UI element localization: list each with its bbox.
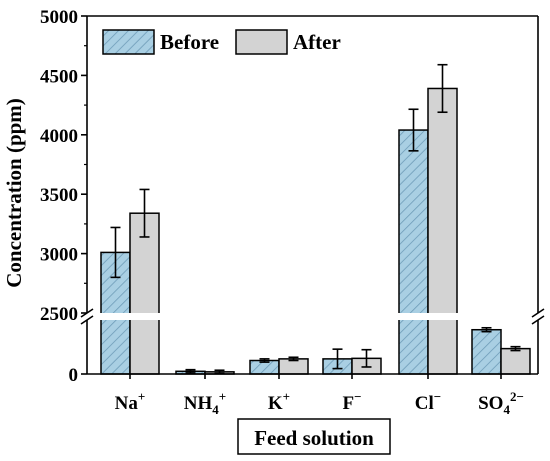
axis-break-mark: [80, 315, 94, 325]
x-tick-label: Cl−: [415, 389, 441, 414]
bar-after-5: [500, 347, 531, 375]
y-axis-label: Concentration (ppm): [2, 98, 26, 288]
bar-before-5: [471, 328, 502, 375]
y-tick-label: 3000: [40, 245, 78, 266]
y-tick-label: 0: [69, 365, 79, 386]
x-tick-label: SO42−: [478, 389, 524, 417]
bar-after-4: [427, 87, 458, 375]
y-tick-label: 5000: [40, 7, 78, 28]
x-tick-label: F−: [342, 389, 361, 414]
y-tick-label: 2500: [40, 304, 78, 325]
x-tick-label: K+: [268, 389, 290, 414]
bar-after-0: [129, 212, 160, 375]
x-axis-label-box: [237, 418, 391, 455]
y-tick-label: 4000: [40, 126, 78, 147]
axis-break-gap: [81, 313, 544, 320]
axis-break-mark: [531, 308, 545, 318]
legend-label-before: Before: [160, 30, 219, 54]
y-tick-label: 4500: [40, 66, 78, 87]
bar-before-4: [398, 129, 429, 375]
legend-swatch-before: [102, 29, 155, 55]
x-tick-label: NH4+: [184, 389, 226, 417]
legend-label-after: After: [293, 30, 341, 54]
x-axis-label: Feed solution: [254, 426, 374, 450]
x-tick-label: Na+: [115, 389, 146, 414]
axis-break-mark: [531, 315, 545, 325]
legend-swatch-after: [235, 29, 288, 55]
y-tick-label: 3500: [40, 185, 78, 206]
